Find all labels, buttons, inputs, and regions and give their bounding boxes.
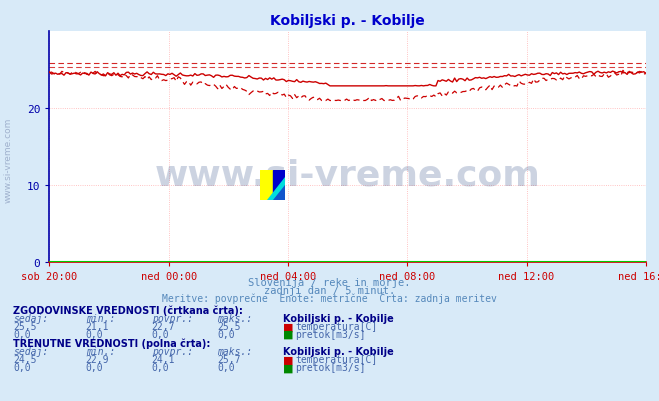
Bar [273, 170, 285, 200]
Text: Meritve: povprečne  Enote: metrične  Črta: zadnja meritev: Meritve: povprečne Enote: metrične Črta:… [162, 292, 497, 304]
Text: TRENUTNE VREDNOSTI (polna črta):: TRENUTNE VREDNOSTI (polna črta): [13, 337, 211, 348]
Text: sedaj:: sedaj: [13, 314, 48, 324]
Text: maks.:: maks.: [217, 314, 252, 324]
Text: 0,0: 0,0 [217, 329, 235, 339]
Text: maks.:: maks.: [217, 346, 252, 356]
Text: ■: ■ [283, 322, 294, 332]
Text: Kobiljski p. - Kobilje: Kobiljski p. - Kobilje [283, 346, 394, 356]
Text: Slovenija / reke in morje.: Slovenija / reke in morje. [248, 277, 411, 288]
Text: pretok[m3/s]: pretok[m3/s] [295, 329, 366, 339]
Text: pretok[m3/s]: pretok[m3/s] [295, 363, 366, 373]
Text: povpr.:: povpr.: [152, 314, 192, 324]
Text: 24,1: 24,1 [152, 354, 175, 365]
Text: min.:: min.: [86, 314, 115, 324]
Text: 24,5: 24,5 [13, 354, 37, 365]
Text: 21,1: 21,1 [86, 322, 109, 332]
Text: ZGODOVINSKE VREDNOSTI (črtkana črta):: ZGODOVINSKE VREDNOSTI (črtkana črta): [13, 304, 243, 315]
Text: Kobiljski p. - Kobilje: Kobiljski p. - Kobilje [283, 314, 394, 324]
Text: ■: ■ [283, 363, 294, 373]
Polygon shape [273, 185, 285, 200]
Text: www.si-vreme.com: www.si-vreme.com [155, 158, 540, 192]
Text: povpr.:: povpr.: [152, 346, 192, 356]
Text: 0,0: 0,0 [13, 363, 31, 373]
Title: Kobiljski p. - Kobilje: Kobiljski p. - Kobilje [270, 14, 425, 28]
Text: temperatura[C]: temperatura[C] [295, 322, 378, 332]
Text: 0,0: 0,0 [152, 363, 169, 373]
Bar [260, 170, 273, 200]
Text: ■: ■ [283, 354, 294, 365]
Polygon shape [266, 178, 285, 200]
Text: 0,0: 0,0 [86, 329, 103, 339]
Text: www.si-vreme.com: www.si-vreme.com [3, 118, 13, 203]
Text: 22,9: 22,9 [86, 354, 109, 365]
Text: 25,7: 25,7 [217, 354, 241, 365]
Text: temperatura[C]: temperatura[C] [295, 354, 378, 365]
Text: 0,0: 0,0 [13, 329, 31, 339]
Text: ■: ■ [283, 329, 294, 339]
Text: 0,0: 0,0 [152, 329, 169, 339]
Text: 25,5: 25,5 [13, 322, 37, 332]
Text: 0,0: 0,0 [217, 363, 235, 373]
Text: min.:: min.: [86, 346, 115, 356]
Text: 22,7: 22,7 [152, 322, 175, 332]
Text: zadnji dan / 5 minut.: zadnji dan / 5 minut. [264, 286, 395, 296]
Text: 25,5: 25,5 [217, 322, 241, 332]
Text: sedaj:: sedaj: [13, 346, 48, 356]
Text: 0,0: 0,0 [86, 363, 103, 373]
